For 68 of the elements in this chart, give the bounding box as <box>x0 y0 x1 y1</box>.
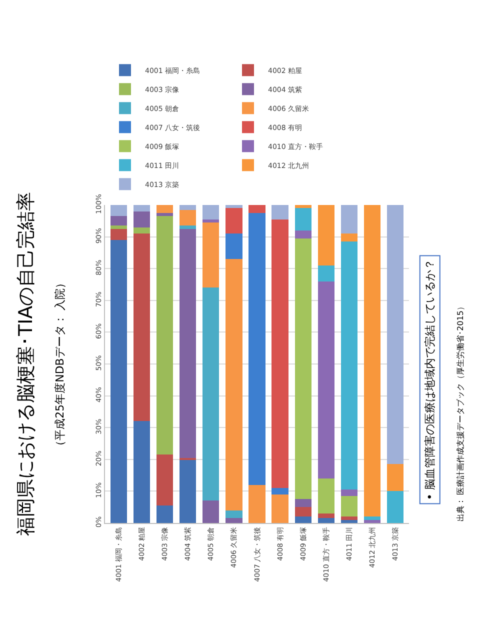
bar <box>340 496 358 517</box>
bar <box>272 205 288 220</box>
bar <box>318 265 334 282</box>
bar <box>180 459 196 523</box>
bar <box>340 234 358 242</box>
bar <box>364 516 380 520</box>
bar <box>318 518 334 523</box>
bar <box>156 212 174 216</box>
bar <box>386 464 404 492</box>
bar <box>318 281 334 478</box>
bar <box>364 520 380 523</box>
bar <box>386 491 404 523</box>
bar <box>156 506 174 523</box>
bar <box>156 216 174 455</box>
bar <box>318 513 334 518</box>
source-note: 出典： 医療計画作成支援データブック（厚生労働省･2015） <box>456 302 465 522</box>
bar <box>180 226 196 229</box>
bar <box>202 205 220 220</box>
bar <box>180 210 196 226</box>
bar <box>340 205 358 234</box>
bar <box>272 488 288 494</box>
bar <box>340 516 358 520</box>
bar <box>294 230 312 238</box>
bar <box>248 205 266 213</box>
bar <box>318 478 334 514</box>
bar <box>364 205 380 517</box>
bar <box>226 234 242 260</box>
bar <box>202 222 220 288</box>
bar <box>226 205 242 208</box>
bar <box>134 205 150 212</box>
bar <box>202 288 220 501</box>
bar <box>180 228 196 458</box>
bar <box>226 518 242 523</box>
text: 福岡県における脳梗塞･TIAの自己完結率 <box>14 192 37 536</box>
bar <box>156 205 174 213</box>
bar <box>340 520 358 523</box>
bar <box>110 216 128 226</box>
text: • 脳血管障害の医療は地域内で完結しているか？ <box>423 259 436 500</box>
bar <box>134 421 150 523</box>
bar <box>180 205 196 210</box>
bar <box>294 507 312 517</box>
bar <box>340 490 358 496</box>
bar <box>226 510 242 518</box>
bar <box>272 219 288 488</box>
bar <box>110 226 128 229</box>
bar <box>386 205 404 464</box>
bar <box>156 454 174 506</box>
bar <box>294 516 312 523</box>
bar <box>340 242 358 490</box>
bar <box>318 205 334 266</box>
bar <box>202 219 220 222</box>
bar <box>134 227 150 234</box>
bar <box>248 484 266 523</box>
text: （平成25年度NDBデータ： 入院） <box>53 278 66 452</box>
bar <box>294 238 312 500</box>
bar <box>226 259 242 510</box>
bar <box>202 500 220 523</box>
bar <box>110 240 128 523</box>
bar <box>110 205 128 216</box>
bar <box>294 499 312 508</box>
bar <box>248 212 266 485</box>
bar <box>110 228 128 240</box>
bar <box>294 205 312 208</box>
bar <box>226 208 242 234</box>
bar <box>134 234 150 422</box>
bar <box>134 211 150 228</box>
bar <box>294 208 312 230</box>
bar <box>272 494 288 523</box>
